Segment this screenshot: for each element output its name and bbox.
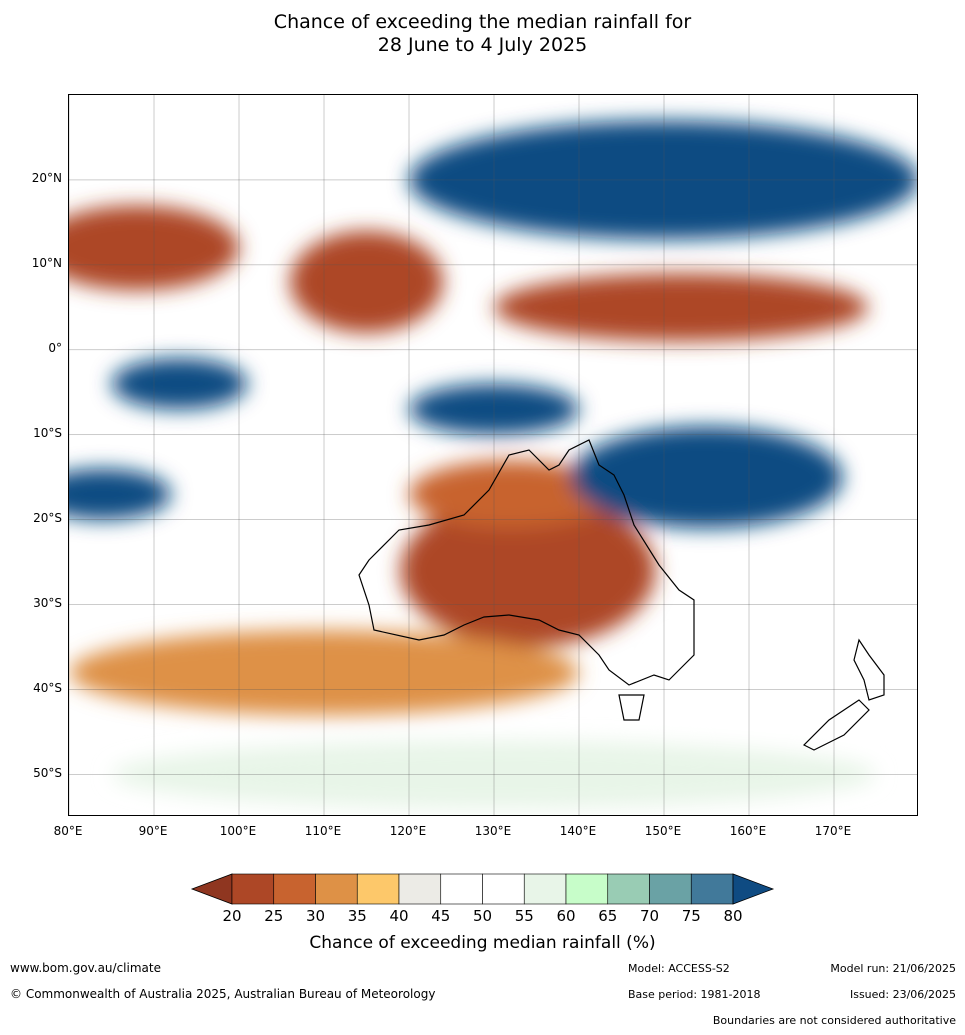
- colorbar-label: Chance of exceeding median rainfall (%): [309, 933, 656, 953]
- map-canvas: [69, 95, 917, 815]
- colorbar-segment: [398, 873, 442, 905]
- colorbar-segment: [482, 873, 525, 905]
- longitude-label: 110°E: [304, 824, 342, 838]
- boundary-disclaimer: Boundaries are not considered authoritat…: [712, 1014, 956, 1027]
- longitude-label: 150°E: [644, 824, 682, 838]
- base-period: Base period: 1981-2018: [628, 988, 761, 1001]
- region-central-australia: [400, 494, 656, 648]
- colorbar-segment: [231, 873, 275, 905]
- website-link[interactable]: www.bom.gov.au/climate: [10, 961, 161, 975]
- colorbar-tick-label: 60: [556, 907, 576, 925]
- colorbar-tick-label: 40: [389, 907, 409, 925]
- colorbar-tick-label: 50: [472, 907, 493, 925]
- longitude-label: 80°E: [53, 824, 83, 838]
- issued-date: Issued: 23/06/2025: [849, 988, 956, 1001]
- region-south-china-sea: [290, 230, 443, 333]
- colorbar-tick-label: 45: [431, 907, 451, 925]
- graticule: [69, 95, 917, 815]
- longitude-label: 100°E: [219, 824, 257, 838]
- latitude-label: 10°N: [31, 255, 62, 270]
- longitude-label: 120°E: [389, 824, 427, 838]
- coastlines: [358, 439, 885, 751]
- colorbar-segment: [356, 873, 400, 905]
- colorbar-max-arrow: [732, 873, 775, 905]
- colorbar-segment: [273, 873, 316, 905]
- latitude-label: 50°S: [33, 765, 62, 780]
- latitude-label: 0°: [48, 340, 62, 355]
- colorbar-tick-label: 55: [514, 907, 534, 925]
- model-run-date: Model run: 21/06/2025: [830, 962, 956, 975]
- rainfall-map: [68, 94, 918, 816]
- longitude-label: 130°E: [474, 824, 512, 838]
- colorbar-segment: [315, 873, 358, 905]
- region-northern-australia: [409, 460, 613, 529]
- probability-fill-layer: [69, 120, 917, 809]
- latitude-label: 10°S: [33, 425, 62, 440]
- longitude-label: 170°E: [814, 824, 852, 838]
- colorbar-segment: [607, 873, 650, 905]
- australia-coastline: [358, 439, 695, 686]
- region-eastern-indian-ocean: [111, 358, 248, 410]
- colorbar-segment: [649, 873, 692, 905]
- region-western-indian-ocean: [69, 468, 171, 520]
- colorbar-segment: [523, 873, 567, 905]
- colorbar-tick-label: 30: [305, 907, 326, 925]
- colorbar-tick-label: 20: [222, 907, 242, 925]
- colorbar-tick-label: 80: [723, 907, 743, 925]
- colorbar-segment: [565, 873, 609, 905]
- map-title-line-2: 28 June to 4 July 2025: [377, 34, 588, 56]
- model-name: Model: ACCESS-S2: [628, 962, 730, 975]
- tasmania-coastline: [618, 694, 645, 721]
- copyright-text: © Commonwealth of Australia 2025, Austra…: [10, 987, 436, 1001]
- longitude-label: 140°E: [559, 824, 597, 838]
- colorbar-min-arrow: [190, 873, 233, 905]
- region-coral-sea: [570, 426, 843, 529]
- colorbar-tick-label: 70: [639, 907, 660, 925]
- latitude-label: 20°N: [31, 170, 62, 185]
- colorbar-segment: [440, 873, 483, 905]
- longitude-label: 90°E: [138, 824, 168, 838]
- new-zealand-north-coastline: [853, 638, 885, 701]
- latitude-label: 20°S: [33, 510, 62, 525]
- latitude-label: 30°S: [33, 595, 62, 610]
- new-zealand-south-coastline: [802, 699, 870, 751]
- map-title-line-1: Chance of exceeding the median rainfall …: [273, 11, 692, 33]
- longitude-label: 160°E: [729, 824, 767, 838]
- colorbar-tick-label: 35: [347, 907, 367, 925]
- colorbar-segment: [690, 873, 734, 905]
- latitude-label: 40°S: [33, 680, 62, 695]
- colorbar-tick-label: 75: [681, 907, 701, 925]
- colorbar-tick-label: 65: [598, 907, 618, 925]
- colorbar-tick-label: 25: [264, 907, 284, 925]
- colorbar: [190, 873, 775, 905]
- region-equatorial-pacific: [494, 273, 868, 342]
